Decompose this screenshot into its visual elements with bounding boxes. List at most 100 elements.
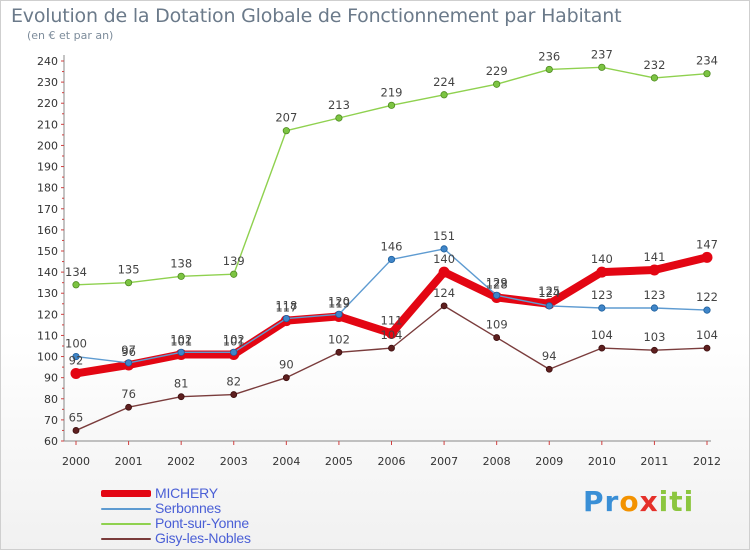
data-label-pont-sur-yonne: 135 — [118, 263, 140, 277]
y-tick-label: 150 — [37, 245, 58, 258]
legend-item: MICHERY — [101, 486, 251, 501]
data-point-michery — [70, 367, 82, 379]
data-label-gisy-les-nobles: 104 — [696, 328, 718, 342]
data-label-pont-sur-yonne: 139 — [223, 254, 245, 268]
y-tick-label: 160 — [37, 224, 58, 237]
data-label-michery: 92 — [69, 353, 84, 367]
y-tick-label: 180 — [37, 182, 58, 195]
data-label-michery: 111 — [381, 313, 403, 327]
data-label-gisy-les-nobles: 76 — [121, 387, 136, 401]
data-point-serbonnes — [335, 310, 343, 318]
data-label-serbonnes: 151 — [433, 229, 455, 243]
data-label-serbonnes: 120 — [328, 294, 350, 308]
data-label-serbonnes: 100 — [65, 337, 87, 351]
data-label-pont-sur-yonne: 237 — [591, 47, 613, 61]
data-point-gisy-les-nobles — [177, 393, 185, 401]
legend-label: Pont-sur-Yonne — [155, 515, 249, 531]
legend-swatch — [101, 522, 151, 525]
data-label-pont-sur-yonne: 229 — [486, 64, 508, 78]
data-label-michery: 101 — [170, 334, 192, 348]
data-point-serbonnes — [703, 306, 711, 314]
data-label-serbonnes: 146 — [381, 239, 403, 253]
data-point-serbonnes — [124, 359, 133, 367]
data-point-pont-sur-yonne — [335, 114, 343, 122]
data-point-serbonnes — [387, 255, 396, 264]
chart-title: Evolution de la Dotation Globale de Fonc… — [11, 5, 622, 27]
data-point-michery — [386, 327, 397, 339]
data-label-pont-sur-yonne: 134 — [65, 265, 87, 279]
x-tick-label: 2011 — [640, 455, 668, 468]
data-label-gisy-les-nobles: 81 — [174, 377, 189, 391]
data-label-serbonnes: 124 — [538, 286, 560, 300]
data-label-michery: 140 — [591, 252, 613, 266]
legend-item: Serbonnes — [101, 501, 251, 516]
data-label-michery: 119 — [328, 296, 350, 310]
y-tick-label: 200 — [37, 139, 58, 152]
data-label-gisy-les-nobles: 102 — [328, 332, 350, 346]
data-point-pont-sur-yonne — [545, 65, 553, 74]
x-tick-label: 2005 — [325, 455, 353, 468]
data-label-michery: 147 — [696, 237, 718, 251]
data-label-serbonnes: 129 — [486, 275, 508, 289]
x-tick-label: 2001 — [115, 455, 143, 468]
data-point-serbonnes — [545, 302, 553, 310]
data-label-pont-sur-yonne: 213 — [328, 98, 350, 112]
data-point-pont-sur-yonne — [124, 279, 133, 287]
data-label-serbonnes: 97 — [121, 343, 136, 357]
x-tick-label: 2003 — [220, 455, 248, 468]
data-point-gisy-les-nobles — [493, 334, 501, 341]
data-point-serbonnes — [440, 245, 448, 253]
data-label-pont-sur-yonne: 236 — [538, 49, 560, 63]
legend-item: Pont-sur-Yonne — [101, 516, 251, 531]
data-point-gisy-les-nobles — [282, 374, 290, 382]
y-tick-label: 220 — [37, 97, 58, 110]
data-label-gisy-les-nobles: 82 — [226, 375, 241, 389]
data-label-serbonnes: 123 — [643, 288, 665, 302]
data-label-serbonnes: 123 — [591, 288, 613, 302]
y-tick-label: 120 — [37, 308, 58, 321]
data-point-michery — [648, 264, 660, 276]
proxiti-logo: Proxiti — [583, 485, 695, 518]
data-label-michery: 117 — [275, 301, 297, 315]
data-point-michery — [438, 266, 450, 278]
x-tick-label: 2012 — [693, 455, 721, 468]
data-label-michery: 101 — [223, 334, 245, 348]
data-label-gisy-les-nobles: 109 — [486, 318, 508, 332]
data-point-pont-sur-yonne — [650, 74, 659, 82]
data-point-pont-sur-yonne — [493, 80, 501, 88]
legend-swatch — [101, 507, 151, 510]
data-point-serbonnes — [230, 348, 238, 356]
data-label-gisy-les-nobles: 104 — [591, 328, 613, 342]
data-label-pont-sur-yonne: 234 — [696, 54, 718, 68]
y-tick-label: 190 — [37, 161, 58, 174]
y-tick-label: 230 — [37, 76, 58, 89]
data-label-pont-sur-yonne: 232 — [643, 58, 665, 72]
y-tick-label: 140 — [37, 266, 58, 279]
y-tick-label: 90 — [44, 372, 58, 385]
y-tick-label: 130 — [37, 287, 58, 300]
data-point-gisy-les-nobles — [72, 427, 80, 434]
x-tick-label: 2004 — [272, 455, 300, 468]
data-point-michery — [701, 251, 713, 263]
y-tick-label: 80 — [44, 393, 58, 406]
data-label-pont-sur-yonne: 224 — [433, 75, 455, 89]
data-point-gisy-les-nobles — [230, 391, 238, 398]
x-tick-label: 2000 — [62, 455, 90, 468]
data-label-gisy-les-nobles: 103 — [643, 330, 665, 344]
data-label-michery: 125 — [538, 284, 560, 298]
data-label-serbonnes: 102 — [223, 332, 245, 346]
data-point-serbonnes — [493, 291, 501, 299]
data-label-gisy-les-nobles: 104 — [381, 328, 403, 342]
data-label-serbonnes: 122 — [696, 290, 718, 304]
data-point-pont-sur-yonne — [387, 101, 396, 109]
y-tick-label: 240 — [37, 55, 58, 68]
data-point-pont-sur-yonne — [703, 70, 711, 78]
data-label-gisy-les-nobles: 94 — [542, 349, 557, 363]
data-label-gisy-les-nobles: 90 — [279, 358, 294, 372]
legend-label: Gisy-les-Nobles — [155, 530, 251, 546]
x-tick-label: 2006 — [378, 455, 406, 468]
data-label-michery: 128 — [486, 277, 508, 291]
y-tick-label: 210 — [37, 118, 58, 131]
y-tick-label: 70 — [44, 414, 58, 427]
